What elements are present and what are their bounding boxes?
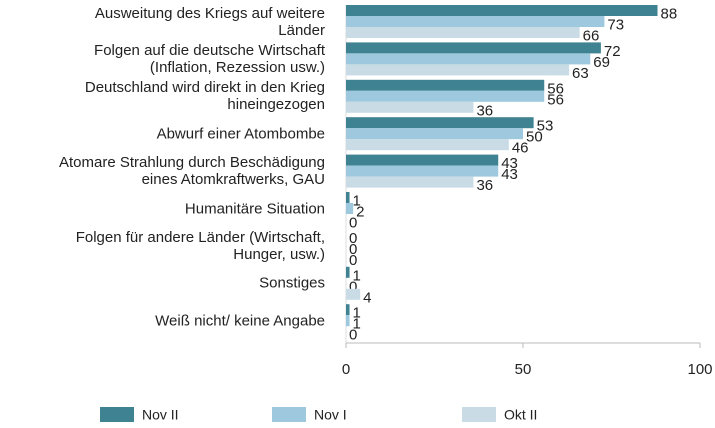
- category-label: Abwurf einer Atombombe: [156, 125, 325, 143]
- x-tick-label: 0: [342, 361, 350, 378]
- data-label: 1: [353, 316, 361, 333]
- data-label: 69: [593, 54, 610, 71]
- bar: [346, 154, 499, 166]
- data-label: 43: [501, 155, 518, 172]
- legend-label: Okt II: [504, 407, 537, 423]
- category-label: Folgen auf die deutsche Wirtschaft (Infl…: [94, 41, 325, 76]
- x-tick-label: 100: [687, 361, 712, 378]
- data-label: 4: [363, 289, 371, 306]
- data-label: 73: [607, 16, 624, 33]
- data-label: 36: [476, 102, 493, 119]
- category-label: Atomare Strahlung durch Beschädigung ein…: [58, 154, 325, 189]
- category-label: Weiß nicht/ keine Angabe: [155, 312, 325, 330]
- bar: [346, 128, 523, 140]
- bar: [346, 304, 350, 316]
- data-label: 53: [537, 118, 554, 135]
- category-label: Deutschland wird direkt in den Krieg hin…: [84, 79, 325, 114]
- data-label: 43: [501, 166, 518, 183]
- bar: [346, 53, 591, 65]
- bar: [346, 139, 509, 151]
- bar: [346, 5, 658, 16]
- data-label: 0: [349, 278, 357, 295]
- data-label: 72: [604, 43, 621, 60]
- data-label: 66: [583, 27, 600, 44]
- data-label: 46: [512, 140, 529, 157]
- legend-label: Nov II: [142, 407, 179, 423]
- data-label: 0: [349, 241, 357, 258]
- legend-swatch: [100, 407, 134, 422]
- data-label: 50: [526, 129, 543, 146]
- data-label: 0: [349, 214, 357, 231]
- data-label: 56: [547, 80, 564, 97]
- category-label: Sonstiges: [259, 274, 325, 292]
- data-label: 1: [353, 192, 361, 209]
- legend-swatch: [462, 407, 496, 422]
- data-label: 63: [572, 65, 589, 82]
- bar: [346, 90, 545, 102]
- category-label: Ausweitung des Kriegs auf weitere Länder: [94, 4, 325, 39]
- bar: [346, 203, 354, 214]
- bar: [346, 101, 474, 113]
- bar: [346, 165, 499, 177]
- bar: [346, 42, 601, 54]
- bar: [346, 64, 570, 76]
- bar: [346, 288, 361, 300]
- data-label: 0: [349, 327, 357, 344]
- data-label: 56: [547, 91, 564, 108]
- data-label: 0: [349, 230, 357, 247]
- category-label: Humanitäre Situation: [184, 200, 325, 217]
- bar: [346, 176, 474, 188]
- bar: [346, 192, 350, 203]
- bar: [346, 16, 605, 27]
- legend-label: Nov I: [314, 407, 347, 423]
- x-tick-label: 50: [515, 361, 532, 378]
- bar: [346, 27, 580, 38]
- category-label: Folgen für andere Länder (Wirtschaft, Hu…: [75, 228, 325, 263]
- data-label: 2: [356, 203, 364, 220]
- bar: [346, 79, 545, 91]
- data-label: 0: [349, 252, 357, 269]
- data-label: 1: [353, 305, 361, 322]
- data-label: 36: [476, 177, 493, 194]
- data-label: 88: [661, 5, 678, 22]
- bar: [346, 266, 350, 278]
- bar: [346, 315, 350, 327]
- bar: [346, 117, 534, 129]
- legend-swatch: [272, 407, 306, 422]
- data-label: 1: [353, 267, 361, 284]
